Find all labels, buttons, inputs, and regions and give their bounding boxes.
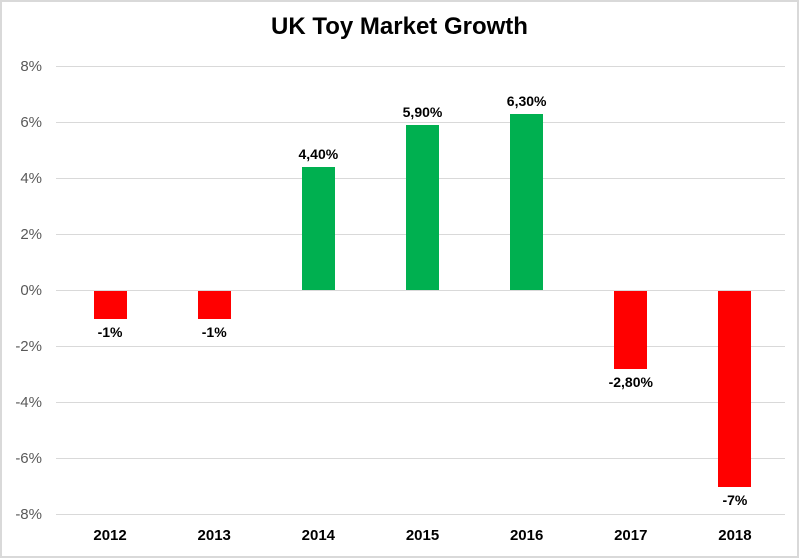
x-axis-tick-label: 2014 — [301, 527, 336, 544]
bar — [301, 166, 335, 290]
x-axis-tick-label: 2015 — [405, 527, 440, 544]
bar-value-label: 4,40% — [298, 145, 339, 162]
y-axis-tick-label: 0% — [20, 282, 42, 299]
bar — [93, 291, 127, 319]
gridline — [56, 402, 785, 403]
bar-value-label: -2,80% — [608, 374, 653, 391]
bar-value-label: -1% — [201, 324, 227, 340]
y-axis-tick-label: -8% — [15, 506, 42, 523]
y-axis-tick-label: -4% — [15, 394, 42, 411]
bar — [197, 291, 231, 319]
chart-title: UK Toy Market Growth — [271, 13, 528, 40]
bar-value-label: -1% — [97, 324, 123, 340]
y-axis-tick-label: 4% — [20, 170, 42, 187]
x-axis-tick-label: 2016 — [509, 527, 544, 544]
x-axis-tick-label: 2017 — [614, 527, 648, 544]
gridline — [56, 346, 785, 347]
x-axis-tick-label: 2018 — [718, 527, 752, 544]
y-axis-tick-label: -2% — [15, 338, 42, 355]
y-axis-tick-label: 8% — [20, 58, 42, 75]
x-axis-tick-label: 2013 — [197, 527, 231, 544]
bar-value-label: -7% — [722, 492, 748, 508]
bar — [406, 124, 439, 290]
y-axis-tick-label: 6% — [20, 114, 42, 131]
bar-value-label: 6,30% — [506, 92, 547, 109]
gridline — [56, 66, 785, 67]
gridline — [56, 514, 785, 515]
gridline — [56, 122, 785, 123]
bar-value-label: 5,90% — [402, 103, 443, 120]
bar — [510, 113, 544, 290]
y-axis-tick-label: -6% — [15, 450, 42, 467]
bar — [614, 291, 648, 370]
gridline — [56, 458, 785, 459]
x-axis-tick-label: 2012 — [93, 527, 127, 544]
y-axis-tick-label: 2% — [20, 226, 42, 243]
gridline — [56, 290, 785, 291]
bar — [718, 291, 752, 487]
